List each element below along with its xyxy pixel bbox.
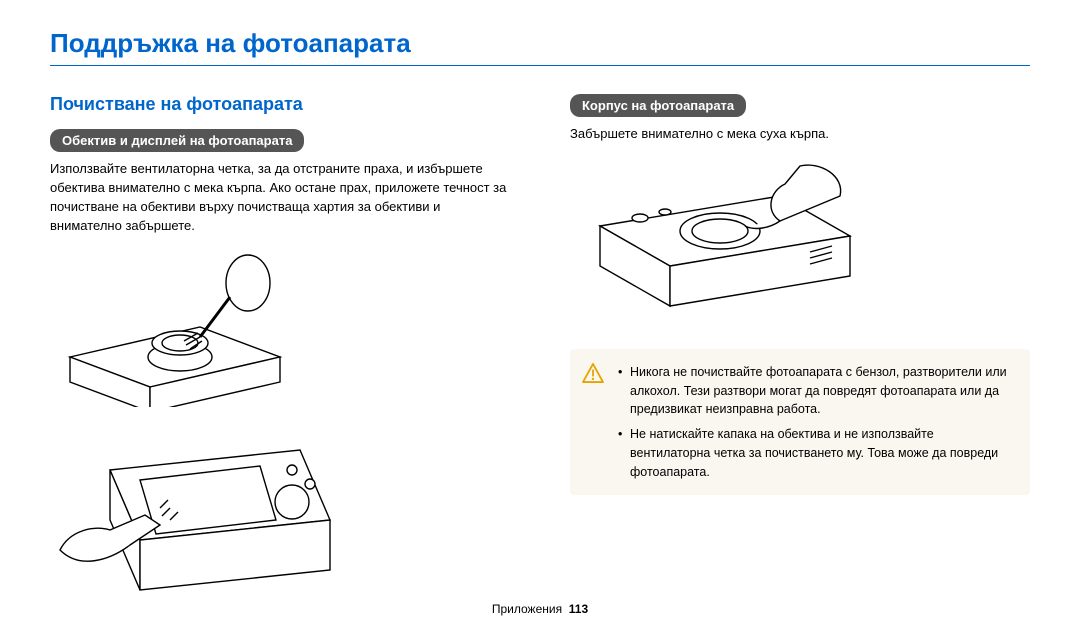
page-footer: Приложения 113 (0, 602, 1080, 616)
pill-body: Корпус на фотоапарата (570, 94, 746, 117)
note-item-2: Не натискайте капака на обектива и не из… (618, 425, 1014, 481)
right-column: Корпус на фотоапарата Забършете внимател… (570, 94, 1030, 623)
warning-icon (582, 363, 604, 383)
illustration-blower (50, 247, 510, 412)
page-title: Поддръжка на фотоапарата (50, 28, 1030, 66)
illustration-wipe-body (570, 156, 1030, 331)
footer-label: Приложения (492, 602, 562, 616)
note-item-1: Никога не почиствайте фотоапарата с бенз… (618, 363, 1014, 419)
text-lens-display: Използвайте вентилаторна четка, за да от… (50, 160, 510, 235)
footer-page-number: 113 (569, 602, 588, 616)
text-body: Забършете внимателно с мека суха кърпа. (570, 125, 1030, 144)
section-title-cleaning: Почистване на фотоапарата (50, 94, 510, 115)
content-columns: Почистване на фотоапарата Обектив и дисп… (50, 94, 1030, 623)
pill-lens-display: Обектив и дисплей на фотоапарата (50, 129, 304, 152)
illustration-wipe-screen (50, 430, 510, 605)
left-column: Почистване на фотоапарата Обектив и дисп… (50, 94, 510, 623)
warning-note: Никога не почиствайте фотоапарата с бенз… (570, 349, 1030, 496)
